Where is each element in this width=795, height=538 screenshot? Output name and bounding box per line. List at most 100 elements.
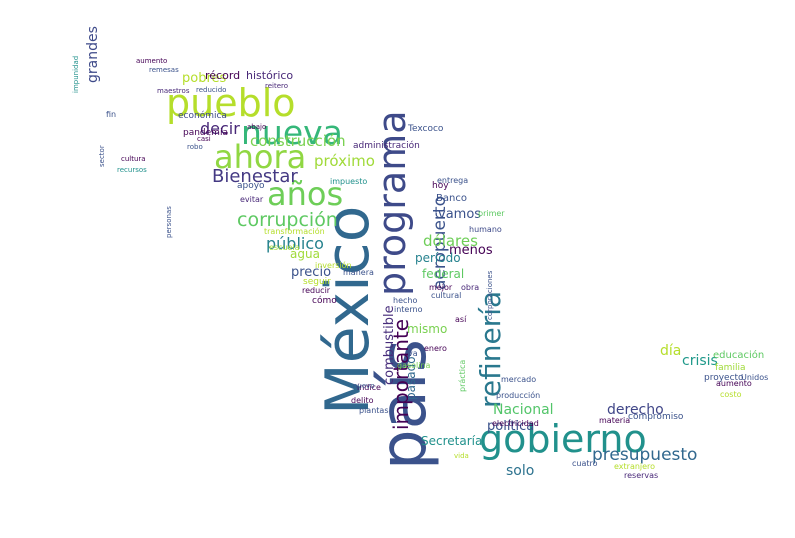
- word: federal: [422, 267, 464, 281]
- word: compromiso: [628, 412, 684, 422]
- word: cuatro: [572, 459, 598, 468]
- word: interno: [394, 305, 423, 314]
- word: Bienestar: [212, 166, 298, 187]
- word: importante: [389, 319, 413, 430]
- word: reservas: [624, 471, 658, 480]
- word: gasolina: [397, 361, 431, 370]
- word: agua: [290, 247, 320, 261]
- word: aumento: [716, 379, 752, 388]
- word: programa: [370, 111, 414, 297]
- word: aumento: [136, 57, 167, 65]
- word: reducido: [196, 86, 226, 94]
- word: personas: [165, 206, 173, 238]
- word: Unidos: [741, 373, 768, 382]
- word: transformación: [264, 226, 325, 236]
- word: menos: [449, 243, 493, 258]
- word: público: [266, 234, 324, 253]
- word: apoyo: [237, 181, 265, 191]
- word: obra: [461, 283, 479, 292]
- word: solo: [506, 463, 534, 479]
- word: vamos: [438, 207, 481, 222]
- word: casi: [197, 135, 211, 143]
- word: fin: [106, 110, 116, 119]
- word: cultural: [431, 291, 461, 300]
- word: años: [267, 175, 343, 213]
- word: así: [455, 315, 467, 324]
- word: precio: [291, 265, 331, 280]
- word: costo: [720, 390, 742, 399]
- word: hoy: [432, 181, 449, 191]
- word: económica: [178, 110, 227, 121]
- word: derecho: [607, 402, 664, 418]
- word: crisis: [682, 353, 718, 369]
- word: presupuesto: [592, 445, 697, 465]
- word: seguir: [303, 277, 331, 287]
- word: Texcoco: [407, 124, 444, 134]
- word: extranjero: [614, 462, 655, 471]
- word: índice: [357, 383, 381, 392]
- word: remesas: [149, 66, 179, 74]
- word: educación: [713, 349, 764, 361]
- word: abajo: [247, 123, 266, 131]
- word: Nacional: [493, 402, 554, 418]
- word: país: [367, 339, 441, 470]
- word: cultura: [121, 155, 146, 163]
- word: gobierno: [479, 417, 647, 461]
- word: materia: [599, 416, 630, 425]
- word: proyecto: [704, 373, 744, 383]
- word: delito: [351, 396, 374, 405]
- word: producción: [496, 390, 540, 400]
- word: récord: [205, 69, 240, 82]
- word: nuevo: [353, 382, 375, 390]
- word: México: [313, 205, 383, 415]
- word: decir: [200, 119, 240, 138]
- word: escuela: [269, 243, 300, 252]
- word: reducir: [302, 286, 331, 295]
- word: mejor: [429, 283, 453, 292]
- word: humano: [469, 225, 502, 234]
- word: impuesto: [330, 177, 367, 186]
- word: manera: [343, 268, 374, 277]
- word: familia: [715, 363, 745, 373]
- word: sector: [98, 145, 106, 167]
- word: ahora: [214, 138, 306, 176]
- word: hecho: [393, 296, 417, 305]
- word: mismo: [407, 322, 447, 336]
- word: pasado: [404, 356, 418, 400]
- word: política: [487, 419, 534, 434]
- word-cloud: país México gobierno programa pueblo nue…: [72, 26, 768, 480]
- word: corrupción: [237, 209, 338, 231]
- word: refinería: [474, 291, 507, 408]
- word: grandes: [85, 26, 101, 83]
- word: entrega: [437, 176, 468, 185]
- word: robo: [187, 143, 203, 151]
- word: administración: [353, 140, 420, 151]
- word: evitar: [240, 195, 264, 204]
- word: combustible: [382, 305, 397, 385]
- word: histórico: [246, 69, 293, 82]
- word: Secretaría: [421, 434, 482, 448]
- word: nueva: [241, 113, 343, 152]
- word: práctica: [458, 360, 467, 392]
- word: pandemia: [183, 128, 228, 138]
- word: pueblo: [166, 81, 296, 125]
- word: dólares: [423, 232, 478, 250]
- word: cómo: [312, 295, 337, 306]
- word: recursos: [117, 166, 147, 174]
- word: va: [408, 349, 418, 358]
- word: próximo: [314, 152, 375, 170]
- word: aeropuerto: [430, 196, 450, 290]
- word: período: [415, 251, 461, 265]
- word: corporaciones: [486, 270, 494, 320]
- word: mercado: [501, 375, 536, 384]
- word: reitero: [265, 82, 288, 90]
- word: plantas: [359, 406, 388, 415]
- word: día: [660, 343, 681, 359]
- word: inversión: [315, 260, 352, 270]
- word: primer: [478, 209, 505, 218]
- word: vida: [454, 452, 469, 460]
- word: Banco: [436, 193, 467, 204]
- word: construcción: [250, 132, 346, 150]
